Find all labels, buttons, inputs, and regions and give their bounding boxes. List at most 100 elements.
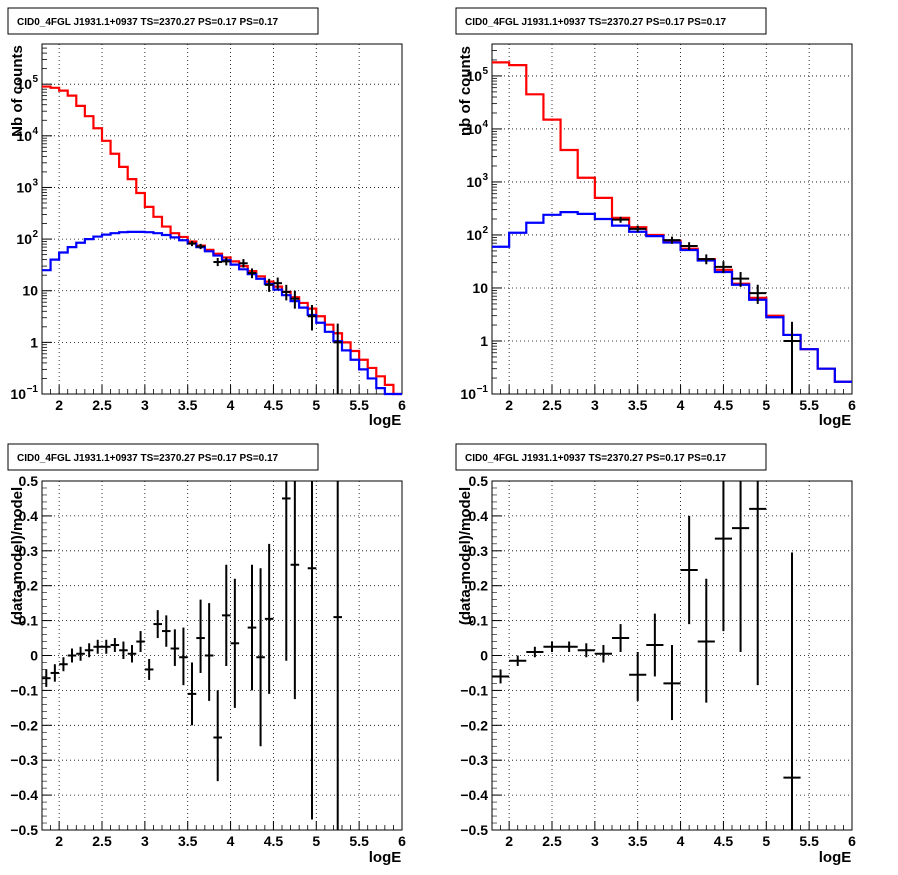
x-tick-label: 5.5 [799, 397, 819, 413]
x-tick-label: 4.5 [264, 833, 284, 849]
x-tick-label: 5.5 [349, 833, 369, 849]
x-tick-label: 3 [141, 397, 149, 413]
y-tick-label: −0.4 [460, 787, 488, 803]
data-point [526, 646, 544, 658]
data-point [697, 578, 715, 703]
x-tick-label: 2 [55, 833, 63, 849]
y-tick-label: 10 [466, 68, 482, 84]
y-tick-label: 10 [16, 231, 32, 247]
x-tick-label: 2 [505, 833, 513, 849]
x-tick-label: 4.5 [714, 397, 734, 413]
data-point [783, 552, 801, 830]
data-point [50, 664, 60, 682]
y-tick-label: 0.5 [469, 473, 489, 489]
y-tick-exponent: 3 [32, 177, 38, 188]
x-tick-label: 5 [762, 397, 770, 413]
x-tick-label: 3.5 [628, 833, 648, 849]
y-tick-label: 1 [30, 334, 38, 350]
x-tick-label: 2 [505, 397, 513, 413]
data-point [67, 648, 77, 663]
y-tick-label: −0.2 [460, 717, 488, 733]
x-tick-label: 6 [398, 833, 406, 849]
data-point [714, 261, 732, 274]
data-point [59, 657, 68, 672]
data-point [333, 481, 342, 830]
data-point [196, 243, 205, 250]
data-point [612, 216, 630, 223]
y-tick-label: 0.1 [469, 613, 489, 629]
data-point [256, 568, 265, 747]
data-point [714, 481, 732, 632]
data-point [196, 599, 205, 673]
data-point [102, 639, 111, 654]
data-point [76, 646, 85, 661]
x-tick-label: 4.5 [264, 397, 284, 413]
data-point [663, 645, 681, 721]
y-tick-label: 10 [16, 128, 32, 144]
panel-title: CID0_4FGL J1931.1+0937 TS=2370.27 PS=0.1… [465, 453, 727, 464]
data-point [783, 321, 801, 394]
data-point [273, 277, 282, 290]
y-tick-label: 0 [30, 648, 38, 664]
x-tick-label: 4 [227, 833, 235, 849]
panel-title: CID0_4FGL J1931.1+0937 TS=2370.27 PS=0.1… [465, 17, 727, 28]
data-point [239, 259, 248, 268]
panel-title: CID0_4FGL J1931.1+0937 TS=2370.27 PS=0.1… [17, 453, 279, 464]
panel-bottom-left: CID0_4FGL J1931.1+0937 TS=2370.27 PS=0.1… [7, 443, 406, 866]
y-tick-label: 10 [22, 283, 38, 299]
x-tick-label: 4 [677, 397, 685, 413]
y-tick-exponent: 2 [32, 229, 38, 240]
panel-top-left: CID0_4FGL J1931.1+0937 TS=2370.27 PS=0.1… [7, 7, 406, 429]
data-point [290, 481, 300, 700]
y-tick-label: 0.4 [19, 508, 39, 524]
y-tick-label: 10 [466, 174, 482, 190]
x-tick-label: 3 [591, 833, 599, 849]
data-point [127, 645, 137, 663]
x-tick-label: 6 [848, 397, 856, 413]
data-point [543, 641, 561, 653]
data-point [749, 481, 767, 686]
data-point [162, 615, 171, 647]
x-tick-label: 2.5 [92, 397, 112, 413]
data-point [222, 564, 231, 666]
y-tick-label: −0.4 [10, 787, 38, 803]
data-point [629, 225, 647, 233]
data-point [230, 578, 240, 708]
y-tick-label: −0.5 [460, 822, 488, 838]
x-tick-label: 5 [312, 397, 320, 413]
y-tick-label: 0.4 [469, 508, 489, 524]
data-point [646, 613, 664, 677]
y-axis-label: (data-model)/model [457, 487, 474, 625]
y-tick-label: 0.3 [469, 543, 489, 559]
data-point [492, 669, 510, 684]
y-tick-exponent: 4 [32, 126, 38, 137]
data-point [187, 240, 197, 247]
data-point [144, 658, 154, 680]
x-tick-label: 5 [312, 833, 320, 849]
data-point [179, 627, 188, 686]
x-axis-label: logE [819, 412, 852, 429]
data-point [153, 610, 162, 639]
data-point [697, 254, 715, 265]
data-point [247, 564, 257, 691]
data-point [282, 284, 291, 301]
data-point [290, 290, 300, 309]
data-point [629, 652, 647, 701]
x-axis-label: logE [369, 412, 402, 429]
y-tick-label: 10 [466, 227, 482, 243]
data-point [560, 641, 578, 653]
y-tick-label: 0.5 [19, 473, 39, 489]
x-tick-label: 5 [762, 833, 770, 849]
y-axis-label: nb of counts [457, 46, 474, 136]
panel-top-right: CID0_4FGL J1931.1+0937 TS=2370.27 PS=0.1… [455, 7, 856, 429]
data-point [264, 543, 274, 694]
y-tick-label: −0.5 [10, 822, 38, 838]
data-point [213, 690, 222, 782]
data-point [680, 515, 698, 625]
y-tick-label: 0 [480, 648, 488, 664]
x-tick-label: 5.5 [349, 397, 369, 413]
data-point [222, 257, 231, 266]
data-point [333, 323, 342, 394]
y-tick-exponent: 2 [482, 225, 488, 236]
